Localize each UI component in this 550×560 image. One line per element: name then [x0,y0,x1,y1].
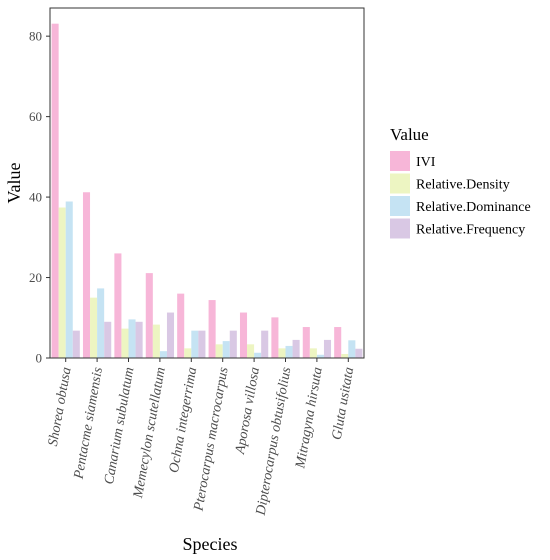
bar [348,340,356,358]
y-axis: 0 20 40 60 80 [29,29,50,366]
bar [309,348,317,358]
bar [191,330,199,358]
bar [198,330,206,358]
legend-label: Relative.Frequency [416,223,525,238]
bar [285,345,293,358]
y-tick-label: 40 [29,190,42,205]
y-tick-label: 0 [36,351,43,366]
legend-title: Value [390,125,429,144]
bar [114,253,122,358]
bar [145,273,153,358]
bar [90,297,98,358]
x-tick-label: Pterocarpus macrocarpus [191,366,231,513]
bar [97,288,105,358]
legend-key [390,173,410,194]
legend-label: Relative.Density [416,178,510,193]
bar [261,330,269,358]
legend-key [390,218,410,239]
bar [58,207,66,358]
bar [128,319,136,358]
bar [341,353,349,358]
x-tick-label: Pentacme siamensis [71,366,106,482]
bar [184,348,192,358]
x-tick-label: Memecylon scutellatum [131,366,169,500]
bar [104,321,112,358]
plot-border [49,7,365,359]
bar [247,344,255,358]
legend-key [390,196,410,216]
bar [82,192,91,358]
bar [159,351,167,358]
x-axis-title: Species [183,534,238,554]
bar [72,330,80,358]
bar [278,348,286,358]
bar [177,293,185,358]
bar [135,321,143,358]
bar [208,300,216,358]
bar [65,201,73,358]
bar [166,312,175,358]
bar [51,23,59,358]
legend: Value IVI Relative.Density Relative.Domina… [390,125,531,239]
bar [271,317,279,358]
bar [334,327,342,358]
bar [222,341,230,358]
bar [121,328,129,358]
bar [323,339,332,358]
plot-area [49,7,365,359]
x-tick-label: Ochna integerrima [167,366,200,474]
y-tick-label: 80 [29,29,42,44]
y-axis-title: Value [4,162,24,203]
bar [254,352,262,358]
x-tick-label: Aporosa villosa [233,366,263,456]
bar [152,324,160,358]
bar [355,348,363,358]
x-tick-label: Dipterocarpus obtusifolius [253,366,294,518]
bar [302,327,310,358]
y-tick-label: 20 [29,270,42,285]
legend-key [390,151,410,171]
x-tick-label: Gluta usitata [330,366,358,441]
legend-label: Relative.Dominance [416,200,531,215]
x-tick-label: Mitragyna hirsuta [293,366,326,470]
y-tick-label: 60 [29,109,42,124]
x-tick-label: Canarium subulatum [102,366,137,485]
x-tick-label: Shorea obtusa [46,366,75,447]
bar [229,330,237,358]
bar [215,344,223,358]
legend-label: IVI [416,155,436,170]
bar [292,339,300,358]
bar [316,354,324,358]
bar [239,312,248,358]
